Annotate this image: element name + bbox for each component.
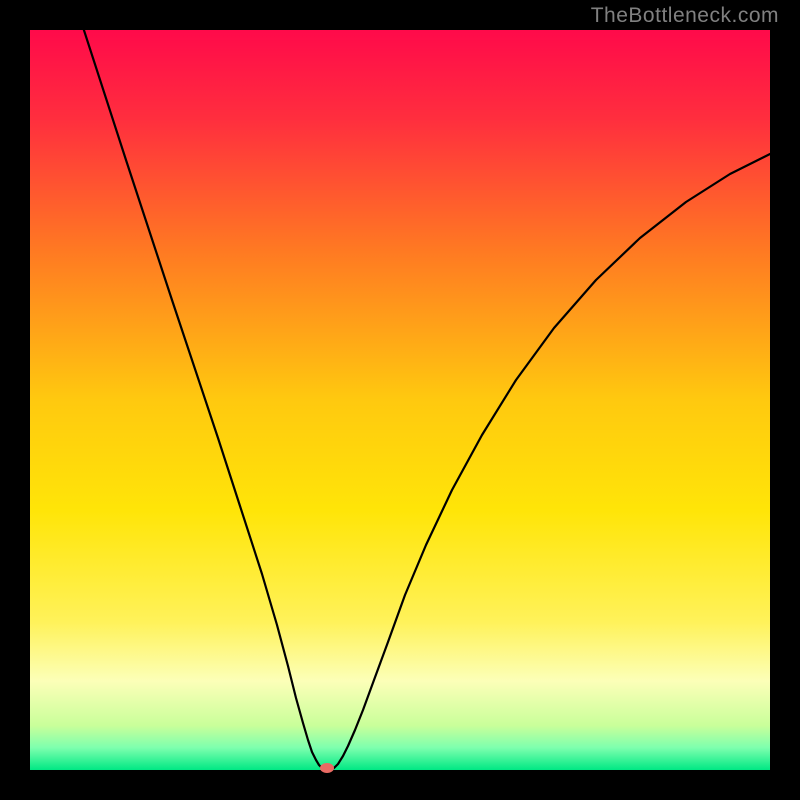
optimal-point-marker <box>320 763 334 773</box>
watermark-text: TheBottleneck.com <box>591 4 779 28</box>
chart-curve-layer <box>30 30 770 770</box>
bottleneck-curve <box>80 30 770 770</box>
chart-plot-area <box>30 30 770 770</box>
